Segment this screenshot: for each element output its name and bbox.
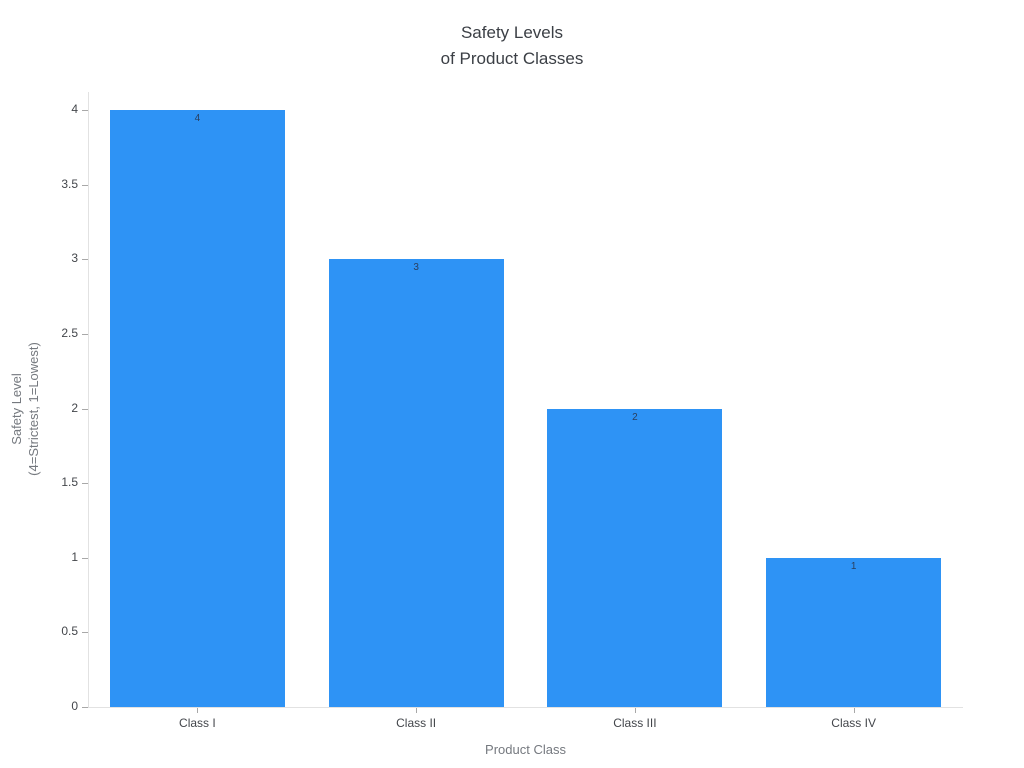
bar: 4 xyxy=(109,110,285,707)
y-tick-label: 1.5 xyxy=(61,475,78,490)
x-tick-label: Class III xyxy=(613,716,657,730)
chart-title-line2: of Product Classes xyxy=(440,49,584,68)
y-tick-mark xyxy=(82,184,88,186)
y-axis-title-line1: Safety Level xyxy=(9,372,25,445)
y-tick-label: 2 xyxy=(71,400,78,415)
y-tick-label: 0.5 xyxy=(61,624,78,639)
x-tick-label: Class I xyxy=(179,716,216,730)
bar: 1 xyxy=(766,557,942,707)
y-tick-mark xyxy=(82,259,88,261)
x-tick-mark xyxy=(853,708,855,713)
x-axis-line xyxy=(88,707,963,708)
bar-value-label: 3 xyxy=(413,262,419,274)
y-tick-mark xyxy=(82,557,88,559)
chart-title: Safety Levels of Product Classes xyxy=(0,20,1024,72)
y-tick-label: 3.5 xyxy=(61,176,78,191)
y-tick-mark xyxy=(82,408,88,410)
y-tick-mark xyxy=(82,483,88,485)
bar: 2 xyxy=(547,408,723,707)
chart-title-line1: Safety Levels xyxy=(460,23,564,42)
y-tick-mark xyxy=(82,632,88,634)
y-tick-mark xyxy=(82,110,88,111)
y-axis-line xyxy=(88,92,89,707)
x-tick-mark xyxy=(416,708,418,713)
x-tick-label: Class IV xyxy=(831,716,876,730)
y-tick-label: 3 xyxy=(71,251,78,266)
y-tick-label: 1 xyxy=(71,549,78,564)
y-tick-mark xyxy=(82,707,88,708)
x-tick-label: Class II xyxy=(396,716,437,730)
x-axis-title: Product Class xyxy=(485,742,566,757)
y-tick-label: 0 xyxy=(71,699,78,713)
bar-value-label: 1 xyxy=(850,560,857,572)
x-tick-mark xyxy=(634,708,636,713)
y-tick-label: 4 xyxy=(71,102,78,116)
y-tick-mark xyxy=(82,333,88,335)
bar-value-label: 4 xyxy=(194,113,201,124)
x-tick-mark xyxy=(197,708,199,713)
y-tick-label: 2.5 xyxy=(61,325,78,340)
bar-value-label: 2 xyxy=(632,411,638,423)
bar: 3 xyxy=(328,259,504,707)
